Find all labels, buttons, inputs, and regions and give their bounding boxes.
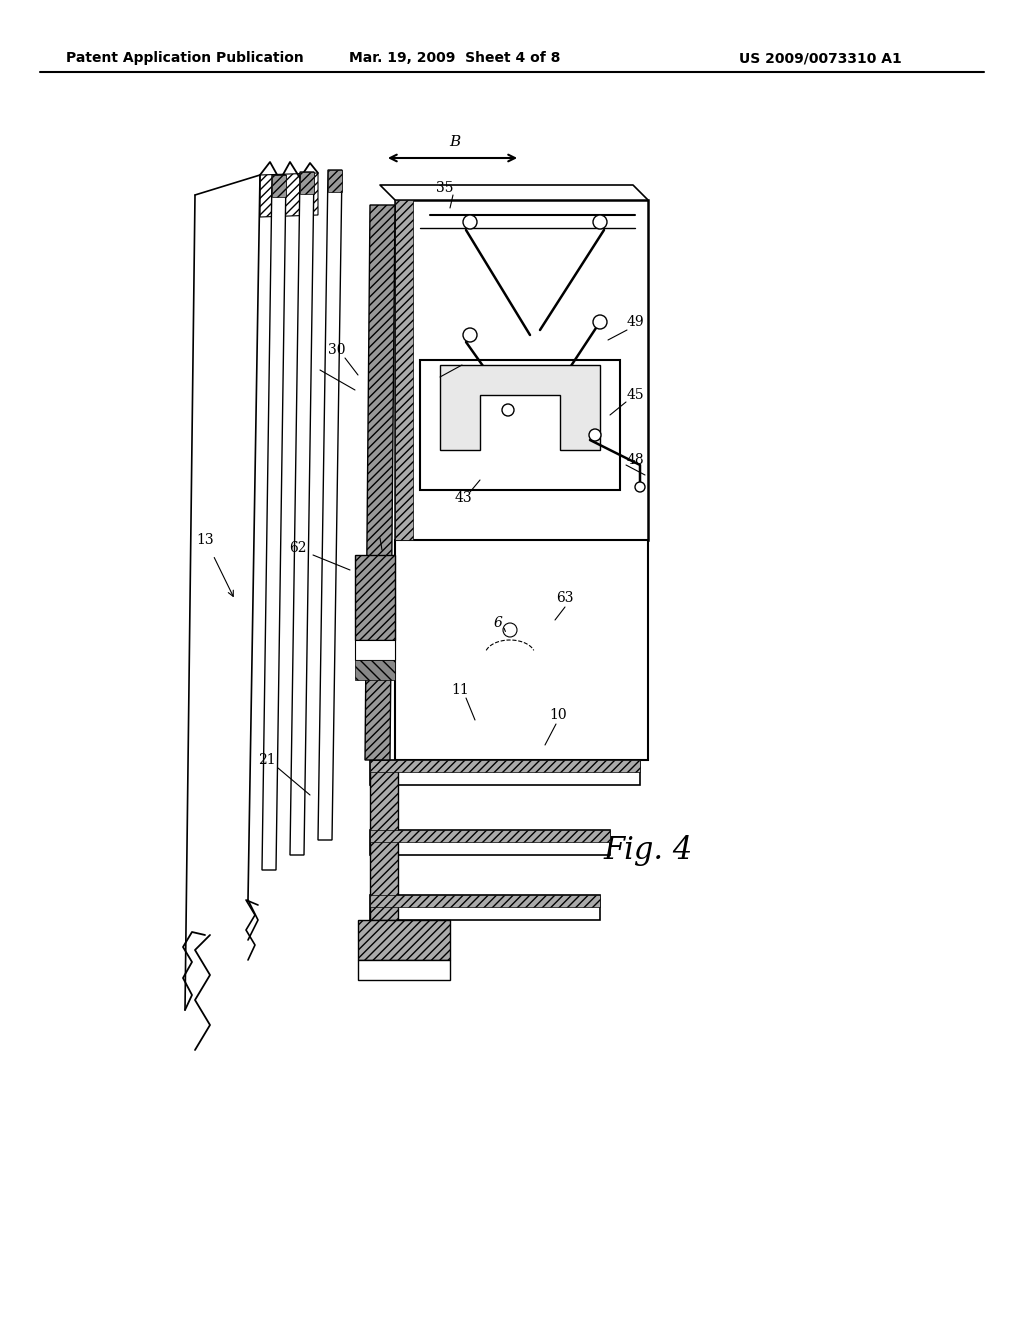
Circle shape [503,623,517,638]
Text: B: B [450,135,461,149]
Circle shape [635,482,645,492]
Circle shape [589,429,601,441]
Text: 65: 65 [372,523,389,537]
Polygon shape [370,760,640,772]
Polygon shape [262,176,286,870]
Polygon shape [395,540,648,760]
Text: 21: 21 [258,752,275,767]
Text: Mar. 19, 2009  Sheet 4 of 8: Mar. 19, 2009 Sheet 4 of 8 [349,51,561,65]
Polygon shape [395,201,648,540]
Circle shape [593,215,607,228]
Text: 48: 48 [627,453,644,467]
Polygon shape [355,554,395,640]
Polygon shape [395,201,413,540]
Text: 30: 30 [329,343,346,356]
Polygon shape [300,172,314,194]
Text: 10: 10 [549,708,567,722]
Polygon shape [370,895,600,907]
Polygon shape [370,895,600,920]
Polygon shape [420,360,620,490]
Text: 13: 13 [197,533,214,546]
Circle shape [463,215,477,228]
Text: 63: 63 [556,591,573,605]
Text: 35: 35 [436,181,454,195]
Polygon shape [358,960,450,979]
Polygon shape [370,760,398,920]
Text: Fig. 4: Fig. 4 [603,834,692,866]
Circle shape [593,315,607,329]
Text: 11: 11 [452,682,469,697]
Circle shape [502,404,514,416]
Text: US 2009/0073310 A1: US 2009/0073310 A1 [738,51,901,65]
Text: 43: 43 [455,491,472,506]
Polygon shape [328,170,342,191]
Circle shape [463,327,477,342]
Polygon shape [370,830,610,842]
Polygon shape [365,205,395,760]
Polygon shape [355,660,395,680]
Polygon shape [355,640,395,660]
Text: 45: 45 [627,388,644,403]
Polygon shape [370,760,640,785]
Polygon shape [290,172,314,855]
Polygon shape [440,366,600,450]
Polygon shape [260,173,318,216]
Text: 49: 49 [627,315,644,329]
Text: 62: 62 [289,541,307,554]
Polygon shape [358,920,450,960]
Polygon shape [370,830,610,855]
Polygon shape [318,170,342,840]
Text: Patent Application Publication: Patent Application Publication [67,51,304,65]
Polygon shape [272,176,286,197]
Text: 6: 6 [494,616,503,630]
Text: 44: 44 [421,363,439,378]
